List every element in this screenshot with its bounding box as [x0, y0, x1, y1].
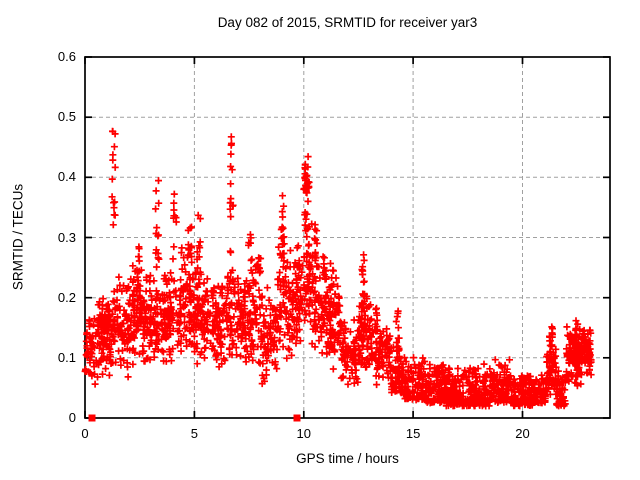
chart-title: Day 082 of 2015, SRMTID for receiver yar… [217, 15, 478, 30]
x-tick-label: 10 [296, 426, 311, 441]
x-tick-label: 15 [405, 426, 421, 441]
y-tick-label: 0.1 [57, 349, 76, 365]
x-axis-label: GPS time / hours [296, 451, 399, 466]
x-tick-label: 0 [81, 426, 89, 441]
y-tick-label: 0.3 [57, 229, 76, 245]
x-tick-label: 20 [515, 426, 530, 441]
y-tick-label: 0.5 [57, 109, 76, 125]
y-tick-label: 0.2 [57, 289, 76, 305]
y-tick-label: 0.6 [57, 49, 76, 64]
y-tick-label: 0 [68, 410, 76, 425]
y-tick-label: 0.4 [57, 169, 76, 185]
x-tick-label: 5 [190, 426, 198, 441]
